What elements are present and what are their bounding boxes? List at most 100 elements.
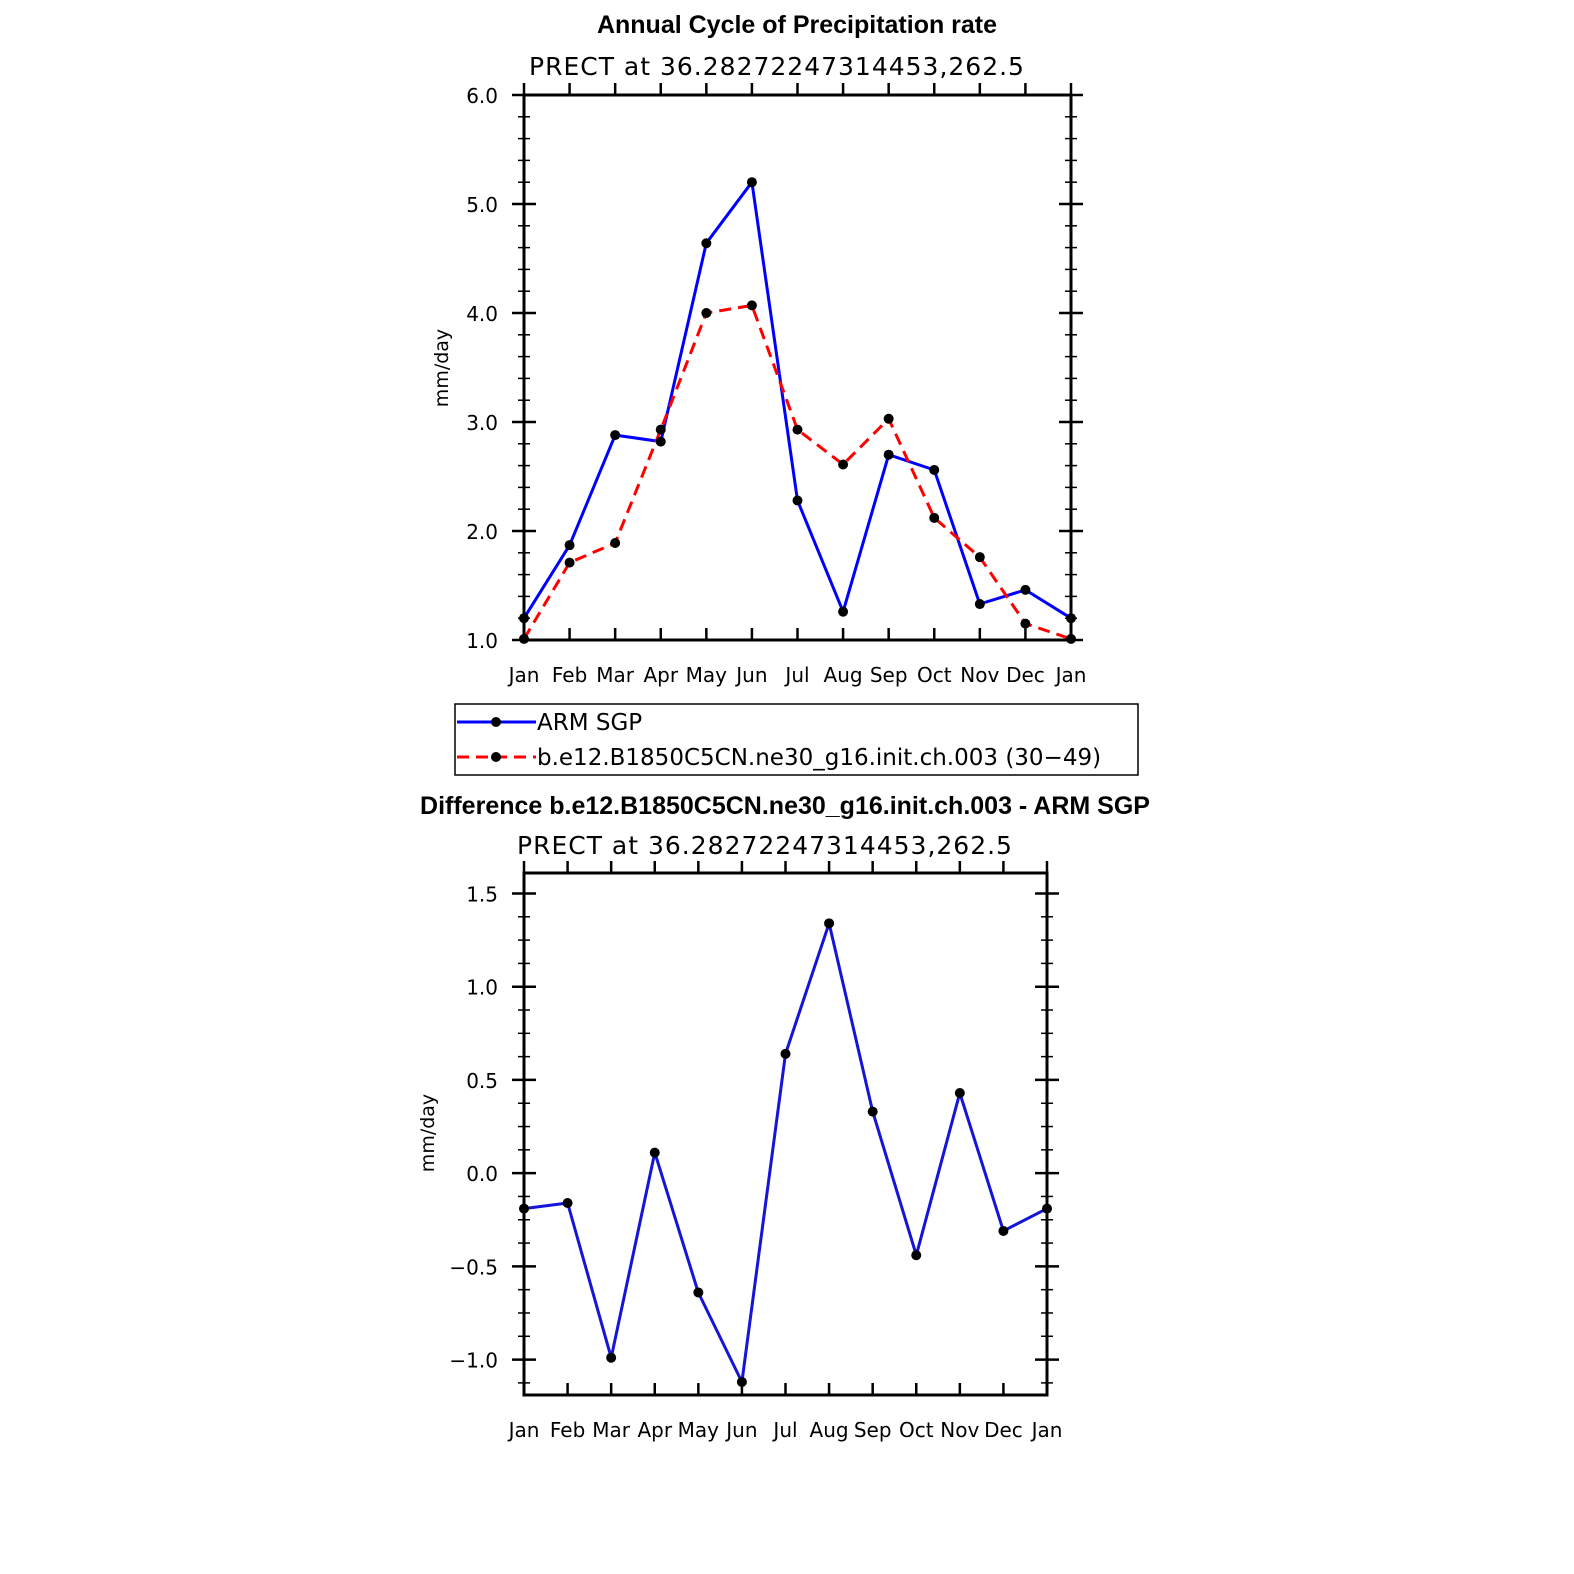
- chart1-point: [929, 512, 940, 523]
- chart-difference: Difference b.e12.B1850C5CN.ne30_g16.init…: [417, 792, 1150, 1442]
- chart2-xtick-label: Nov: [940, 1418, 979, 1442]
- chart1-point: [701, 238, 712, 249]
- chart1-xtick-label: Apr: [643, 663, 678, 687]
- chart2-point: [867, 1106, 878, 1117]
- chart1-xtick-label: Jan: [1054, 663, 1087, 687]
- chart2-point: [606, 1352, 617, 1363]
- chart2-plot-frame: [522, 871, 1049, 1397]
- chart1-xtick-label: Jun: [734, 663, 767, 687]
- chart1-title: Annual Cycle of Precipitation rate: [597, 11, 997, 39]
- chart1-point: [792, 424, 803, 435]
- chart2-ytick-label: 1.0: [466, 976, 498, 1000]
- legend-box: [454, 703, 1139, 776]
- chart2-point: [519, 1203, 529, 1214]
- chart2-point: [780, 1048, 791, 1059]
- chart1-point: [564, 540, 575, 551]
- chart1-ylabel: mm/day: [431, 329, 453, 407]
- chart1-plot-frame: [522, 93, 1073, 642]
- chart1-point: [792, 495, 803, 506]
- chart2-point: [736, 1376, 747, 1387]
- legend-marker-obs: [491, 717, 501, 727]
- chart1-ytick-label: 1.0: [466, 629, 498, 653]
- chart2-point: [954, 1087, 965, 1098]
- chart1-ytick-label: 4.0: [466, 302, 498, 326]
- chart1-xtick-label: May: [686, 663, 728, 687]
- chart2-subtitle: PRECT at 36.28272247314453,262.5: [517, 831, 1013, 860]
- chart2-point: [824, 918, 835, 929]
- chart1-point: [519, 613, 529, 624]
- chart1-xtick-label: Aug: [824, 663, 863, 687]
- legend-label-model: b.e12.B1850C5CN.ne30_g16.init.ch.003 (30…: [537, 745, 1101, 771]
- chart1-series: [519, 177, 1076, 644]
- chart1-ytick-label: 5.0: [466, 193, 498, 217]
- chart2-series-line-0: [523, 921, 1048, 1384]
- chart2-xtick-label: Jan: [1030, 1418, 1063, 1442]
- chart2-point: [911, 1250, 922, 1261]
- chart2-point: [998, 1225, 1009, 1236]
- chart2-axes: Jan Feb Mar Apr May Jun Jul Aug Sep Oct Nov Dec Jan −…: [449, 861, 1062, 1442]
- chart1-point: [655, 436, 666, 447]
- chart1-xtick-label: Jan: [507, 663, 540, 687]
- legend-marker-model: [491, 752, 501, 762]
- chart2-ytick-label: −0.5: [449, 1255, 498, 1279]
- chart1-point: [1020, 618, 1031, 629]
- chart1-point: [838, 606, 849, 617]
- chart1-point: [1020, 584, 1031, 595]
- chart2-xtick-label: Oct: [899, 1418, 934, 1442]
- chart1-xtick-label: Nov: [960, 663, 999, 687]
- chart2-xtick-label: Dec: [984, 1418, 1023, 1442]
- chart1-point: [746, 300, 757, 311]
- chart2-xtick-label: Aug: [810, 1418, 849, 1442]
- chart1-xtick-label: Dec: [1006, 663, 1045, 687]
- chart2-point: [1042, 1203, 1052, 1214]
- chart1-point: [746, 177, 757, 188]
- chart2-ytick-label: 0.5: [466, 1069, 498, 1093]
- chart2-xtick-label: May: [678, 1418, 720, 1442]
- chart2-ytick-label: −1.0: [449, 1349, 498, 1373]
- chart1-axes: Jan Feb Mar Apr May Jun Jul Aug Sep Oct Nov Dec Jan 1…: [466, 83, 1086, 687]
- legend-label-obs: ARM SGP: [537, 710, 642, 736]
- chart1-xtick-label: Feb: [552, 663, 587, 687]
- chart1-subtitle: PRECT at 36.28272247314453,262.5: [529, 52, 1025, 81]
- chart1-point: [655, 424, 666, 435]
- chart1-series-line-1: [522, 303, 1072, 641]
- chart2-point: [693, 1287, 704, 1298]
- chart1-series-line-0: [522, 180, 1072, 620]
- chart1-point: [1066, 633, 1076, 644]
- chart1-point: [610, 537, 621, 548]
- chart2-xtick-label: Jun: [724, 1418, 757, 1442]
- chart1-xtick-label: Mar: [596, 663, 635, 687]
- chart2-xtick-label: Apr: [637, 1418, 672, 1442]
- chart1-xtick-label: Sep: [870, 663, 908, 687]
- chart1-point: [883, 413, 894, 424]
- chart1-xtick-label: Jul: [783, 663, 809, 687]
- chart2-ytick-label: 0.0: [466, 1162, 498, 1186]
- chart2-ytick-label: 1.5: [466, 883, 498, 907]
- chart1-point: [610, 430, 621, 441]
- chart1-point: [929, 464, 940, 475]
- legend: ARM SGP b.e12.B1850C5CN.ne30_g16.init.ch…: [454, 703, 1139, 776]
- chart2-point: [649, 1147, 660, 1158]
- chart2-xtick-label: Jul: [771, 1418, 797, 1442]
- chart2-xtick-label: Jan: [507, 1418, 540, 1442]
- chart1-xtick-label: Oct: [917, 663, 952, 687]
- chart1-point: [701, 308, 712, 318]
- chart2-xtick-label: Mar: [592, 1418, 631, 1442]
- chart1-ytick-label: 2.0: [466, 520, 498, 544]
- chart2-ylabel: mm/day: [417, 1094, 439, 1172]
- chart1-point: [519, 633, 529, 644]
- chart2-point: [562, 1197, 573, 1208]
- chart1-point: [564, 557, 575, 568]
- chart2-title: Difference b.e12.B1850C5CN.ne30_g16.init…: [420, 792, 1150, 820]
- chart1-point: [1066, 613, 1076, 624]
- chart1-ytick-label: 6.0: [466, 84, 498, 108]
- chart1-ytick-label: 3.0: [466, 411, 498, 435]
- chart2-series: [519, 918, 1052, 1387]
- chart1-point: [838, 459, 849, 470]
- chart1-point: [974, 599, 985, 610]
- chart1-point: [974, 552, 985, 563]
- chart-annual-cycle: Annual Cycle of Precipitation rate PRECT…: [431, 11, 1086, 687]
- chart2-xtick-label: Feb: [550, 1418, 585, 1442]
- chart1-point: [883, 449, 894, 460]
